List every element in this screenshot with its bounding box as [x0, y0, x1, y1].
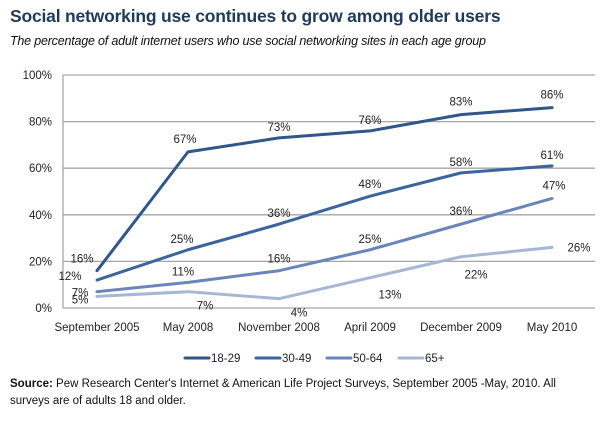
data-label: 16%	[267, 254, 290, 266]
data-label: 67%	[173, 134, 196, 146]
data-label: 47%	[542, 180, 565, 192]
series-line-18-29	[95, 106, 554, 273]
y-tick-label: 100%	[23, 70, 52, 82]
y-tick-label: 0%	[35, 303, 52, 315]
data-label: 7%	[72, 288, 89, 300]
data-label: 83%	[449, 97, 472, 109]
x-tick-label: December 2009	[420, 322, 502, 334]
y-tick-label: 20%	[29, 256, 52, 268]
data-label: 25%	[358, 234, 381, 246]
data-label: 7%	[197, 301, 214, 313]
data-label: 26%	[567, 242, 590, 254]
data-label: 13%	[378, 290, 401, 302]
x-axis-ticks: September 2005 May 2008 November 2008 April…	[54, 322, 577, 334]
y-tick-label: 80%	[29, 117, 52, 129]
data-label: 11%	[172, 266, 194, 278]
chart-title: Social networking use continues to grow …	[10, 6, 501, 26]
data-label: 73%	[267, 122, 290, 134]
data-label: 12%	[58, 271, 81, 283]
series-line-65+	[95, 245, 554, 301]
data-label: 58%	[449, 157, 472, 169]
data-label: 25%	[170, 234, 193, 246]
x-tick-label: April 2009	[344, 322, 396, 334]
legend-label: 65+	[425, 353, 445, 365]
line-chart: 0% 20% 40% 60% 80% 100% September 2005 May 200…	[23, 70, 595, 365]
source-note: Source: Pew Research Center's Internet &…	[10, 376, 595, 410]
source-text: Pew Research Center's Internet & America…	[10, 378, 556, 407]
data-label: 22%	[464, 270, 487, 282]
series-lines	[95, 106, 554, 301]
data-label: 16%	[70, 254, 93, 266]
y-tick-label: 40%	[29, 210, 52, 222]
y-axis-ticks: 0% 20% 40% 60% 80% 100%	[23, 70, 52, 315]
data-label: 61%	[540, 150, 563, 162]
data-label: 86%	[540, 90, 563, 102]
x-tick-label: September 2005	[54, 322, 139, 334]
data-label: 36%	[267, 208, 290, 220]
legend: 18-29 30-49 50-64 65+	[183, 353, 445, 365]
data-label: 36%	[449, 206, 472, 218]
x-tick-label: November 2008	[238, 322, 320, 334]
data-label: 4%	[291, 308, 308, 320]
series-line-50-64	[95, 196, 554, 294]
chart-subtitle: The percentage of adult internet users w…	[10, 34, 486, 48]
legend-label: 18-29	[211, 353, 240, 365]
legend-label: 50-64	[353, 353, 383, 365]
data-label: 5%	[72, 294, 89, 306]
y-tick-label: 60%	[29, 163, 52, 175]
data-label: 48%	[358, 179, 381, 191]
legend-label: 30-49	[282, 353, 311, 365]
data-label: 76%	[358, 115, 381, 127]
x-tick-label: May 2008	[163, 322, 214, 334]
series-line-30-49	[95, 164, 554, 282]
source-label: Source:	[10, 378, 53, 390]
data-labels: 16% 67% 73% 76% 83% 86% 12% 25% 36% 48% 58% 61% 7% 11…	[58, 90, 590, 320]
x-tick-label: May 2010	[527, 322, 578, 334]
